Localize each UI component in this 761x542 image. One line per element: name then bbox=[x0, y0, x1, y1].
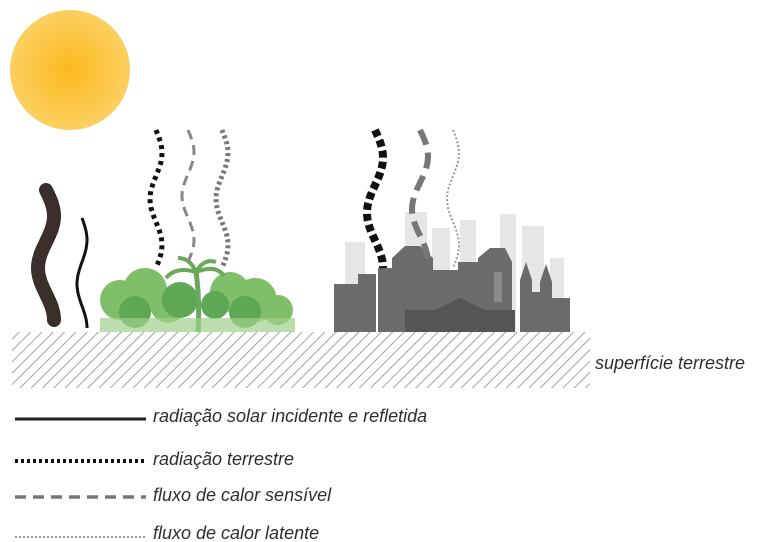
wave bbox=[362, 128, 388, 269]
legend-text: fluxo de calor sensível bbox=[153, 485, 332, 505]
forest bbox=[100, 256, 295, 333]
sun bbox=[10, 10, 130, 130]
legend: radiação solar incidente e refletida rad… bbox=[15, 406, 427, 542]
wave bbox=[213, 129, 231, 269]
surface-label: superfície terrestre bbox=[595, 353, 745, 373]
wave bbox=[75, 217, 89, 328]
city-skyline bbox=[334, 246, 570, 332]
wave bbox=[147, 129, 165, 269]
ground bbox=[12, 332, 590, 388]
legend-text: radiação solar incidente e refletida bbox=[153, 406, 427, 426]
wave bbox=[30, 183, 62, 327]
legend-text: radiação terrestre bbox=[153, 449, 294, 469]
wave bbox=[180, 129, 196, 263]
legend-text: fluxo de calor latente bbox=[153, 523, 319, 542]
